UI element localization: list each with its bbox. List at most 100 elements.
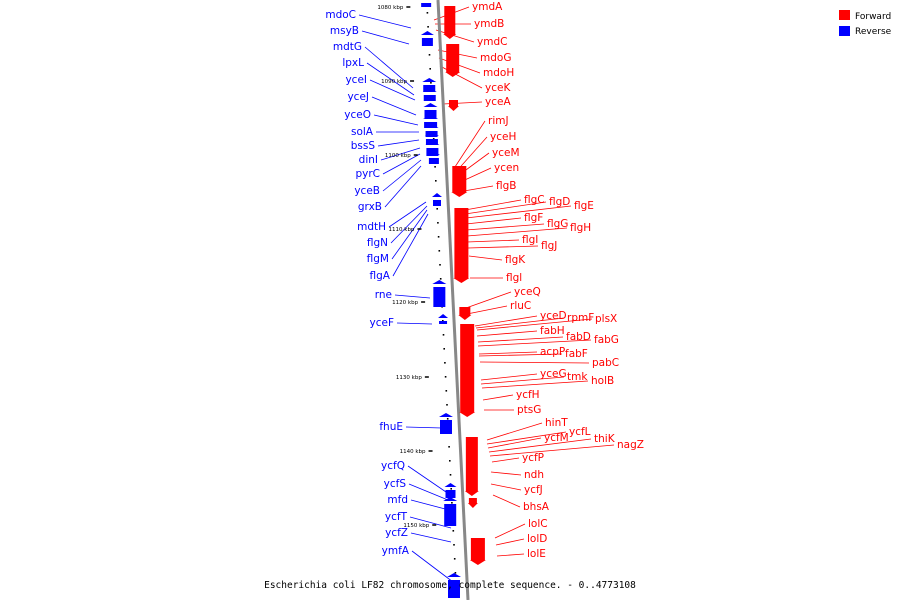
leader-line <box>468 255 503 261</box>
leader-line <box>384 165 422 208</box>
leader-line <box>405 426 443 429</box>
gene-label-ndh: ndh <box>524 469 544 481</box>
gene-label-ycfl: ycfL <box>569 426 591 438</box>
gene-label-mfd: mfd <box>387 494 408 506</box>
gene-label-ymdb: ymdB <box>474 18 504 30</box>
scale-tick-label: 1150 kbp <box>403 523 429 529</box>
gene-label-dini: dinI <box>359 154 378 166</box>
leader-line <box>388 201 427 228</box>
spacer-dot <box>453 544 455 546</box>
spacer-dot <box>449 460 451 462</box>
leader-line <box>464 201 547 215</box>
gene-label-rne: rne <box>375 289 392 301</box>
gene-label-grxb: grxB <box>358 201 382 213</box>
spacer-dot <box>452 530 455 532</box>
gene-feature <box>445 44 461 77</box>
leader-line <box>492 494 521 508</box>
leader-line <box>480 376 565 385</box>
leader-line <box>366 62 415 96</box>
leader-line <box>466 305 508 315</box>
spacer-dot <box>427 26 429 28</box>
gene-label-mdth: mdtH <box>357 221 386 233</box>
leader-line <box>382 159 422 192</box>
gene-label-flgn: flgN <box>367 237 388 249</box>
leader-line <box>377 139 420 147</box>
leader-line <box>486 422 543 441</box>
sequence-caption: Escherichia coli LF82 chromosome, comple… <box>264 580 636 591</box>
leader-line <box>394 294 431 299</box>
leader-line <box>482 394 514 401</box>
spacer-dot <box>426 12 429 14</box>
leader-line <box>475 317 565 329</box>
leader-line <box>487 437 542 449</box>
leader-line <box>364 46 414 89</box>
spacer-dot <box>449 474 452 476</box>
leader-line <box>488 438 592 453</box>
scale-tick-label: 1090 kbp <box>381 79 407 85</box>
gene-label-ycei: yceI <box>345 74 367 86</box>
leader-line <box>496 553 525 557</box>
gene-label-ycft: ycfT <box>385 511 408 523</box>
scale-tick-label: 1120 kbp <box>392 300 418 306</box>
spacer-dot <box>437 236 440 238</box>
gene-label-ymda: ymdA <box>472 1 503 13</box>
gene-feature <box>420 31 434 46</box>
leader-line <box>464 199 522 211</box>
leader-line <box>476 330 538 337</box>
spacer-dot <box>448 446 450 448</box>
gene-label-bhsa: bhsA <box>523 501 550 513</box>
leader-line <box>396 322 433 325</box>
gene-label-mdog: mdoG <box>480 52 511 64</box>
leader-line <box>480 373 538 381</box>
spacer-dot <box>442 320 444 322</box>
spacer-dot <box>443 348 445 350</box>
spacer-dot <box>439 278 442 280</box>
gene-feature <box>423 103 438 118</box>
gene-label-thik: thiK <box>594 433 616 445</box>
gene-feature <box>467 498 478 508</box>
leader-line <box>465 217 522 225</box>
gene-features <box>420 3 486 598</box>
spacer-dot <box>429 68 431 70</box>
spacer-dot <box>445 390 448 392</box>
forward-legend-label: Forward <box>855 12 891 22</box>
spacer-dot <box>442 334 445 336</box>
gene-label-ycef: yceF <box>370 317 395 329</box>
gene-label-lolc: lolC <box>528 518 548 530</box>
spacer-dot <box>444 362 446 364</box>
leader-line <box>392 213 429 277</box>
gene-label-ycen: ycen <box>494 162 519 174</box>
leader-line <box>477 336 564 343</box>
leader-line <box>486 431 567 445</box>
gene-label-ycea: yceA <box>485 96 511 108</box>
gene-label-ycfs: ycfS <box>384 478 407 490</box>
spacer-dot <box>446 404 448 406</box>
scale-tick-label: 1130 kbp <box>396 375 422 381</box>
gene-label-ycfj: ycfJ <box>524 484 543 496</box>
gene-label-lpxl: lpxL <box>342 57 364 69</box>
leader-line <box>495 538 525 546</box>
gene-label-flgb: flgB <box>496 180 516 192</box>
gene-label-flgg: flgG <box>547 218 568 230</box>
gene-feature <box>453 208 470 283</box>
gene-label-rluc: rluC <box>510 300 531 312</box>
leader-line <box>474 315 538 327</box>
gene-feature <box>458 307 472 320</box>
leader-line <box>476 318 593 331</box>
scale-tick-label: 1140 kbp <box>400 449 426 455</box>
spacer-dot <box>430 82 432 84</box>
scale-ticks: 1080 kbp 1090 kbp 1100 kbp 1110 kbp 1120 kbp… <box>377 5 437 529</box>
leader-line <box>465 223 545 231</box>
gene-label-yceo: yceO <box>344 109 371 121</box>
gene-feature <box>421 3 432 7</box>
leader-line <box>465 291 512 309</box>
leader-line <box>466 239 520 243</box>
gene-feature <box>438 314 449 324</box>
leader-line <box>371 96 417 116</box>
leader-line <box>467 245 539 249</box>
gene-label-ycfq: ycfQ <box>381 460 405 472</box>
leader-line <box>382 153 421 175</box>
gene-label-flgm: flgM <box>367 253 389 265</box>
gene-label-fabh: fabH <box>540 325 565 337</box>
gene-feature <box>451 166 468 197</box>
